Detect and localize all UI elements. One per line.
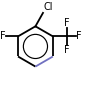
Text: F: F bbox=[0, 31, 5, 41]
Text: F: F bbox=[64, 18, 70, 28]
Text: F: F bbox=[76, 31, 82, 41]
Text: Cl: Cl bbox=[44, 2, 53, 12]
Text: F: F bbox=[64, 45, 70, 55]
